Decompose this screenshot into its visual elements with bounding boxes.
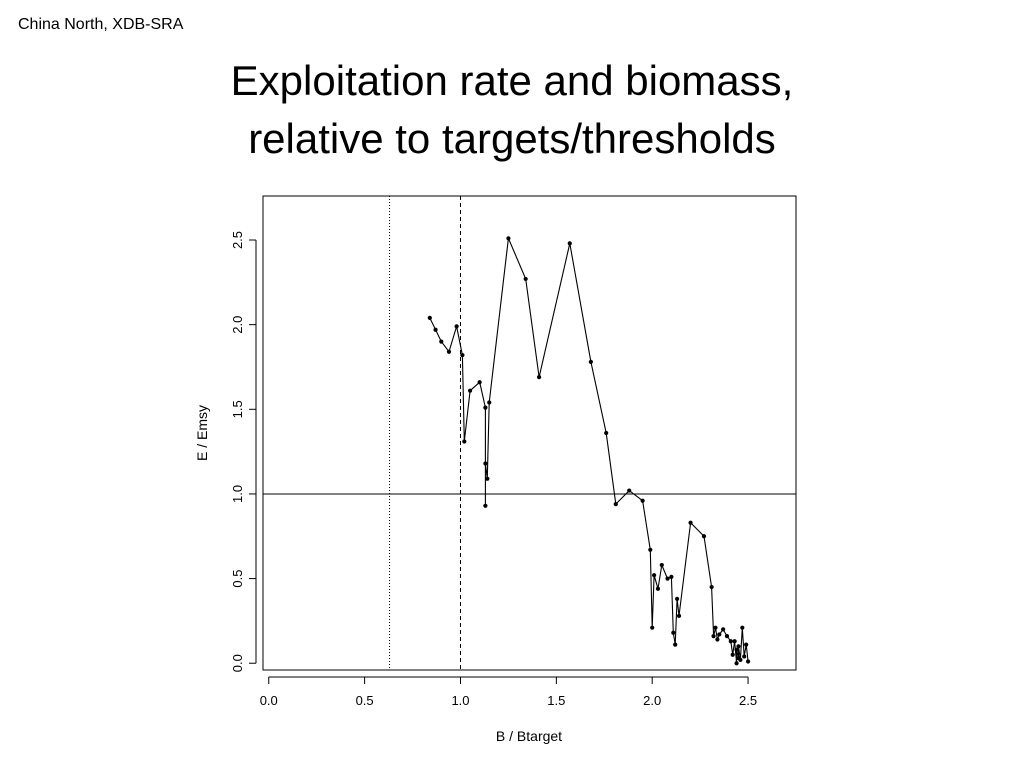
- data-point: [462, 439, 467, 444]
- data-point: [734, 647, 739, 652]
- x-tick-label: 1.0: [451, 693, 469, 708]
- data-point: [460, 353, 465, 358]
- data-point: [728, 639, 733, 644]
- x-tick-label: 2.5: [739, 693, 757, 708]
- data-point: [730, 652, 735, 657]
- x-tick-label: 0.5: [356, 693, 374, 708]
- data-point: [740, 625, 745, 630]
- data-point: [483, 503, 488, 508]
- data-point: [588, 359, 593, 364]
- data-point: [713, 625, 718, 630]
- data-point: [659, 562, 664, 568]
- data-point: [640, 498, 645, 503]
- data-point: [676, 613, 682, 618]
- data-point: [738, 657, 743, 662]
- data-point: [487, 400, 492, 405]
- data-point: [477, 380, 482, 385]
- y-tick-label: 2.5: [230, 231, 245, 249]
- slide-title-line-1: Exploitation rate and biomass,: [230, 57, 794, 104]
- data-point: [675, 596, 680, 602]
- data-point: [604, 430, 609, 436]
- data-point: [427, 315, 432, 320]
- data-point: [701, 534, 707, 539]
- data-point: [485, 476, 490, 481]
- data-point: [439, 339, 444, 344]
- data-point: [613, 502, 618, 507]
- data-point: [483, 405, 488, 410]
- data-point: [536, 375, 542, 380]
- x-tick-label: 1.5: [547, 693, 565, 708]
- data-point: [454, 324, 459, 329]
- slide-title: Exploitation rate and biomass, relative …: [0, 52, 1024, 168]
- y-tick-label: 1.5: [230, 400, 245, 418]
- y-axis-title: E / Emsy: [194, 405, 210, 461]
- data-point: [665, 576, 670, 581]
- data-point: [709, 584, 714, 590]
- corner-label: China North, XDB-SRA: [18, 16, 184, 33]
- data-point: [655, 586, 661, 591]
- data-point: [724, 634, 730, 639]
- data-point: [732, 639, 737, 644]
- slide-title-line-2: relative to targets/thresholds: [248, 115, 776, 162]
- data-point: [567, 241, 572, 246]
- data-point: [744, 642, 749, 647]
- data-point: [467, 388, 473, 393]
- y-tick-label: 2.0: [230, 316, 245, 334]
- data-point: [671, 630, 676, 635]
- data-point: [523, 276, 528, 282]
- data-point: [483, 461, 488, 466]
- data-point: [433, 327, 438, 332]
- data-point: [627, 488, 632, 493]
- data-point: [669, 574, 674, 579]
- data-point: [717, 632, 722, 637]
- data-point: [721, 627, 726, 632]
- data-point: [506, 236, 511, 241]
- data-point: [673, 642, 678, 647]
- x-axis-title: B / Btarget: [496, 728, 562, 744]
- y-tick-label: 0.0: [230, 654, 245, 672]
- data-point: [715, 637, 720, 642]
- data-point: [650, 625, 655, 630]
- data-point: [742, 654, 747, 659]
- data-point: [711, 634, 716, 639]
- y-tick-label: 0.5: [230, 570, 245, 588]
- data-point: [736, 644, 741, 649]
- data-point: [652, 573, 657, 578]
- plot-frame: [262, 195, 797, 671]
- data-point: [446, 349, 452, 354]
- data-point: [745, 659, 751, 664]
- x-tick-label: 0.0: [260, 693, 278, 708]
- data-point: [734, 661, 739, 666]
- data-point: [648, 547, 653, 552]
- y-tick-label: 1.0: [230, 485, 245, 503]
- data-point: [688, 520, 693, 525]
- series-line: [429, 236, 749, 664]
- x-tick-label: 2.0: [643, 693, 661, 708]
